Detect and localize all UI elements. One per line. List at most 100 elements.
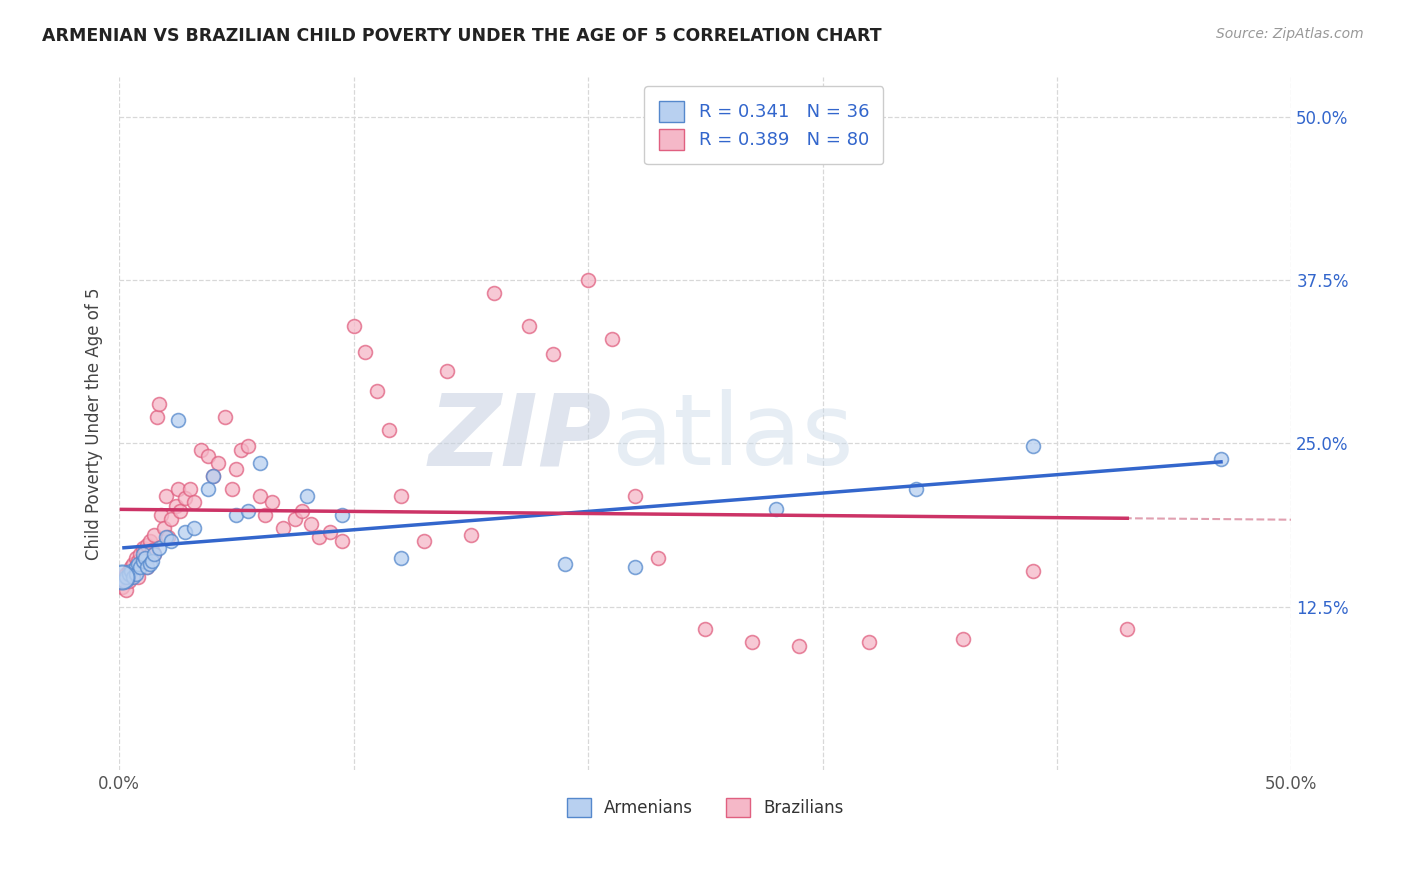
Point [1022, 565, 1045, 579]
Point [122, 566, 145, 581]
Point [160, 512, 183, 526]
Point [413, 534, 436, 549]
Point [110, 580, 132, 594]
Point [165, 499, 187, 513]
Point [141, 554, 163, 568]
Point [132, 548, 155, 562]
Point [139, 534, 162, 549]
Point [519, 318, 541, 333]
Point [115, 569, 138, 583]
Point [136, 560, 159, 574]
Point [136, 538, 159, 552]
Point [167, 413, 190, 427]
Point [221, 482, 243, 496]
Point [125, 566, 148, 581]
Point [214, 410, 236, 425]
Point [125, 551, 148, 566]
Text: ZIP: ZIP [429, 389, 612, 486]
Point [117, 566, 139, 581]
Point [576, 273, 599, 287]
Point [202, 469, 225, 483]
Point [183, 521, 205, 535]
Point [301, 517, 323, 532]
Point [129, 557, 152, 571]
Point [249, 489, 271, 503]
Point [858, 635, 880, 649]
Point [112, 574, 135, 588]
Point [132, 541, 155, 555]
Point [143, 548, 166, 562]
Text: Source: ZipAtlas.com: Source: ZipAtlas.com [1216, 27, 1364, 41]
Point [330, 508, 353, 523]
Point [260, 495, 283, 509]
Point [207, 456, 229, 470]
Point [197, 482, 219, 496]
Point [330, 534, 353, 549]
Point [389, 489, 412, 503]
Text: atlas: atlas [612, 389, 853, 486]
Point [141, 543, 163, 558]
Point [129, 560, 152, 574]
Point [183, 495, 205, 509]
Point [253, 508, 276, 523]
Point [225, 462, 247, 476]
Point [122, 569, 145, 583]
Point [160, 534, 183, 549]
Point [308, 530, 330, 544]
Point [139, 557, 162, 571]
Point [117, 565, 139, 579]
Point [155, 489, 177, 503]
Point [952, 632, 974, 647]
Point [295, 489, 318, 503]
Point [319, 525, 342, 540]
Y-axis label: Child Poverty Under the Age of 5: Child Poverty Under the Age of 5 [86, 287, 103, 560]
Point [174, 491, 197, 506]
Point [150, 508, 173, 523]
Point [354, 344, 377, 359]
Point [1116, 622, 1139, 636]
Point [115, 582, 138, 597]
Point [120, 565, 142, 579]
Point [148, 541, 170, 555]
Point [110, 569, 132, 583]
Point [155, 530, 177, 544]
Point [905, 482, 928, 496]
Point [174, 525, 197, 540]
Point [284, 512, 307, 526]
Point [436, 364, 458, 378]
Point [647, 551, 669, 566]
Point [231, 442, 253, 457]
Point [460, 528, 482, 542]
Point [389, 551, 412, 566]
Point [143, 548, 166, 562]
Point [541, 347, 564, 361]
Point [129, 548, 152, 562]
Point [1209, 452, 1232, 467]
Point [157, 530, 180, 544]
Point [179, 482, 201, 496]
Point [134, 551, 156, 566]
Point [134, 543, 156, 558]
Legend: Armenians, Brazilians: Armenians, Brazilians [561, 791, 851, 824]
Point [115, 566, 138, 581]
Point [273, 521, 295, 535]
Point [132, 554, 155, 568]
Point [624, 489, 647, 503]
Point [554, 557, 576, 571]
Point [291, 504, 314, 518]
Point [238, 439, 260, 453]
Point [249, 456, 271, 470]
Point [695, 622, 717, 636]
Point [134, 554, 156, 568]
Point [117, 574, 139, 588]
Point [484, 286, 506, 301]
Point [125, 560, 148, 574]
Point [120, 569, 142, 583]
Point [741, 635, 763, 649]
Point [127, 569, 149, 583]
Point [190, 442, 212, 457]
Point [378, 423, 401, 437]
Point [127, 554, 149, 568]
Point [143, 528, 166, 542]
Point [225, 508, 247, 523]
